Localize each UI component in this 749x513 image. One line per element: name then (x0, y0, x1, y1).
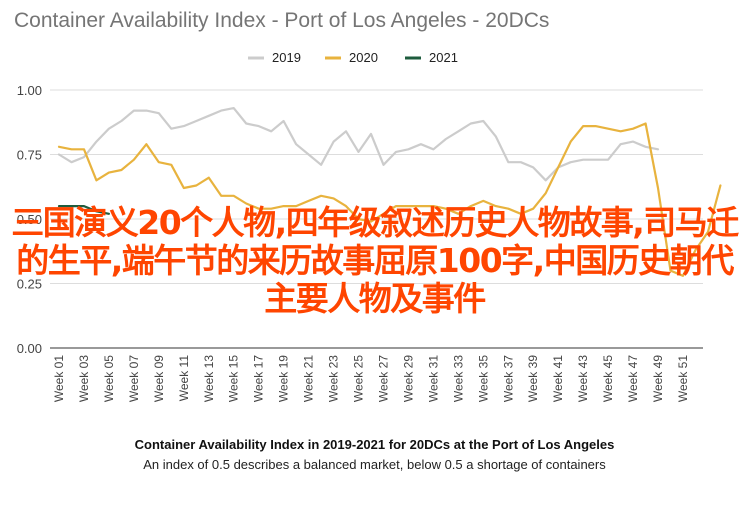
series-lines (57, 106, 722, 277)
x-tick-label: Week 13 (202, 355, 216, 402)
x-tick-label: Week 01 (52, 355, 66, 402)
series-line-2019 (57, 106, 660, 182)
chart-title: Container Availability Index - Port of L… (14, 9, 549, 32)
x-tick-label: Week 17 (252, 355, 266, 402)
y-tick-label: 1.00 (17, 83, 42, 98)
overlay-watermark-text: 三国演义20个人物,四年级叙述历史人物故事,司马迁的生平,端午节的来历故事屈原1… (11, 203, 739, 318)
x-tick-label: Week 41 (551, 355, 565, 402)
x-tick-label: Week 27 (376, 355, 390, 402)
x-tick-label: Week 31 (426, 355, 440, 402)
x-tick-label: Week 09 (152, 355, 166, 402)
x-tick-label: Week 39 (526, 355, 540, 402)
x-tick-label: Week 19 (277, 355, 291, 402)
x-tick-label: Week 29 (401, 355, 415, 402)
x-tick-label: Week 35 (476, 355, 490, 402)
x-tick-label: Week 47 (626, 355, 640, 402)
y-tick-label: 0.75 (17, 148, 42, 163)
legend-label-2020: 2020 (349, 50, 378, 65)
series-line-2021 (57, 205, 111, 215)
x-tick-label: Week 37 (501, 355, 515, 402)
y-tick-label: 0.00 (17, 341, 42, 356)
x-axis-ticks: Week 01 Week 03 Week 05 Week 07 Week 09 Week … (52, 355, 690, 402)
chart-subcaption: An index of 0.5 describes a balanced mar… (143, 457, 606, 472)
gridlines (50, 89, 703, 349)
legend-label-2019: 2019 (272, 50, 301, 65)
x-tick-label: Week 15 (227, 355, 241, 402)
y-axis-ticks: 0.00 0.25 0.50 0.75 1.00 (17, 83, 42, 356)
x-tick-label: Week 51 (676, 355, 690, 402)
x-tick-label: Week 49 (651, 355, 665, 402)
series-line-2020 (57, 122, 722, 277)
x-tick-label: Week 03 (77, 355, 91, 402)
x-tick-label: Week 05 (102, 355, 116, 402)
x-tick-label: Week 21 (302, 355, 316, 402)
x-tick-label: Week 45 (601, 355, 615, 402)
x-tick-label: Week 11 (177, 355, 191, 402)
x-tick-label: Week 43 (576, 355, 590, 402)
legend-label-2021: 2021 (429, 50, 458, 65)
x-tick-label: Week 23 (327, 355, 341, 402)
y-tick-label: 0.50 (17, 212, 42, 227)
chart-caption: Container Availability Index in 2019-202… (134, 437, 615, 452)
x-tick-label: Week 07 (127, 355, 141, 402)
y-tick-label: 0.25 (17, 277, 42, 292)
x-tick-label: Week 25 (352, 355, 366, 402)
x-tick-label: Week 33 (451, 355, 465, 402)
legend: 2019 2020 2021 (248, 50, 458, 65)
